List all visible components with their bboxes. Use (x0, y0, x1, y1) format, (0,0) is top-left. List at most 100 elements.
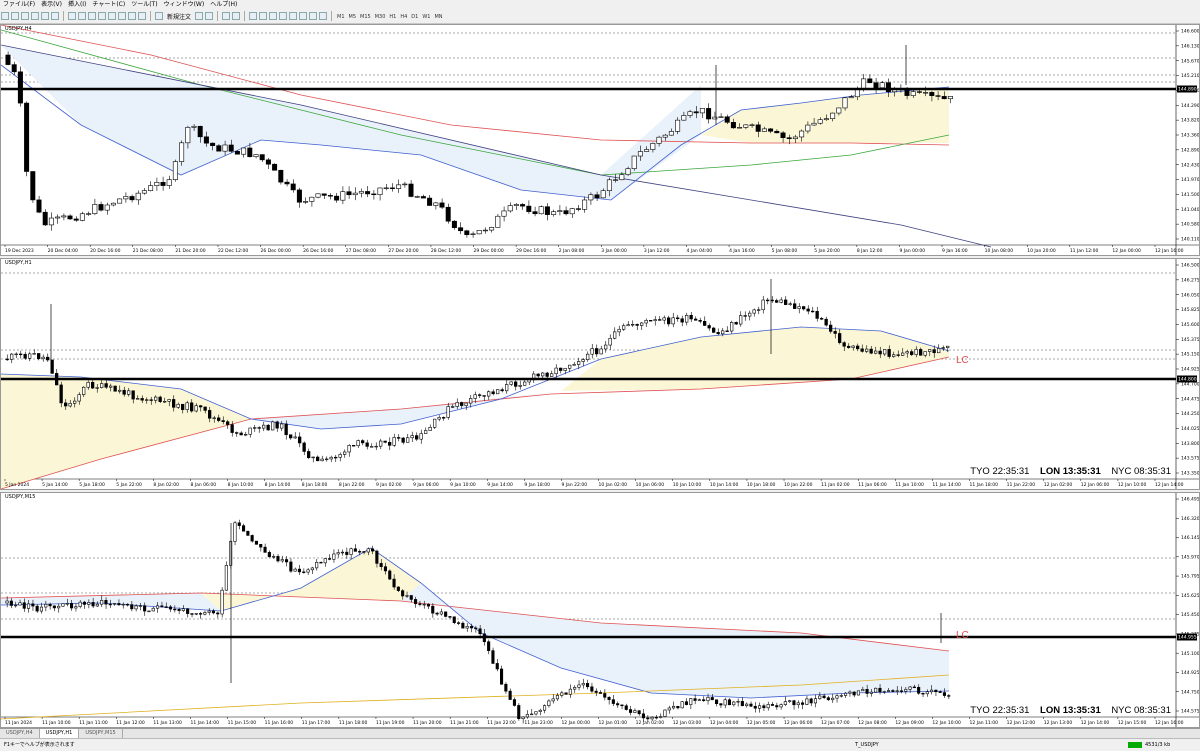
timeframe-m5-button[interactable]: M5 (348, 13, 357, 20)
arrows-icon[interactable] (319, 12, 328, 20)
candle-body (500, 389, 504, 392)
horizontal-line-icon[interactable] (259, 12, 268, 20)
candle-body (383, 187, 389, 189)
zoom-out-icon[interactable] (88, 12, 96, 20)
crosshair-icon[interactable] (68, 12, 76, 20)
candle-body (409, 595, 413, 600)
candle-body (675, 119, 681, 132)
label-icon[interactable] (309, 12, 318, 20)
candle-body (499, 668, 504, 685)
candle-body (396, 437, 401, 439)
timeframe-h4-button[interactable]: H4 (400, 13, 408, 20)
candle-body (736, 701, 740, 703)
candle-body (18, 353, 23, 356)
time-label: 21 Dec 08:00 (133, 248, 163, 254)
candle-body (837, 333, 842, 343)
new-order-button[interactable]: 新規注文 (167, 13, 192, 21)
timeframe-h1-button[interactable]: H1 (389, 13, 397, 20)
candle-body (336, 552, 340, 555)
candle-body (912, 686, 916, 689)
price-label: 145.970 (1181, 554, 1199, 560)
candle-body (833, 331, 837, 334)
options-icon[interactable] (205, 12, 214, 20)
menu-item[interactable]: ファイル(F) (3, 1, 36, 8)
timeframe-d1-button[interactable]: D1 (411, 13, 419, 20)
new-chart-icon[interactable] (1, 12, 9, 20)
terminal-icon[interactable] (51, 12, 59, 20)
chart-shift-icon[interactable] (118, 12, 126, 20)
time-label: 8 Jan 14:00 (265, 482, 291, 488)
candle-body (918, 349, 923, 356)
new-order-icon[interactable] (155, 12, 163, 20)
chart-window-m15[interactable]: 146.495 146.320 146.145 145.970 145.795 145.6… (0, 492, 1200, 728)
menu-item[interactable]: ツール(T) (131, 1, 158, 8)
candle-body (26, 603, 31, 609)
expert-advisors-icon[interactable] (195, 12, 204, 20)
menu-item[interactable]: 挿入(I) (67, 1, 87, 8)
price-label: 144.475 (1181, 396, 1199, 402)
candle-body (302, 442, 306, 452)
tab-usdjpy-h4[interactable]: USDJPY,H4 (0, 729, 40, 738)
candle-body (439, 202, 445, 208)
time-label: 12 Jan 10:00 (932, 720, 961, 726)
clock-newyork: NYC 08:35:31 (1111, 705, 1171, 716)
timeframe-w1-button[interactable]: W1 (422, 13, 431, 20)
trendline-icon[interactable] (269, 12, 278, 20)
chart-window-h4[interactable]: 146.600146.130145.670145.210144.750144.2… (0, 24, 1200, 256)
candle-body (306, 451, 311, 458)
data-window-icon[interactable] (31, 12, 39, 20)
text-icon[interactable] (299, 12, 308, 20)
tile-windows-icon[interactable] (98, 12, 106, 20)
candle-body (508, 690, 512, 700)
equidistant-channel-icon[interactable] (279, 12, 288, 20)
chart-window-h1[interactable]: 146.500 146.275 146.050 145.825 145.600 145.3… (0, 258, 1200, 490)
cursor-icon[interactable] (222, 12, 231, 20)
menu-item[interactable]: チャート(C) (92, 1, 126, 8)
tab-usdjpy-h1[interactable]: USDJPY,H1 (39, 729, 80, 738)
candle-body (375, 550, 379, 564)
autoscroll-icon[interactable] (108, 12, 116, 20)
candle-body (621, 325, 626, 330)
chart-title: USDJPY,M15 (5, 494, 36, 500)
candle-body (513, 381, 518, 387)
price-label: 145.450 (1181, 612, 1199, 618)
crosshair-tool-icon[interactable] (232, 12, 241, 20)
time-label: 11 Jan 12:00 (116, 720, 145, 726)
zoom-in-icon[interactable] (78, 12, 86, 20)
candle-body (822, 695, 826, 698)
indicators-icon[interactable] (128, 12, 136, 20)
vertical-line-icon[interactable] (249, 12, 258, 20)
candle-body (818, 695, 822, 699)
ma-red-line (1, 25, 950, 146)
menu-item[interactable]: 表示(V) (41, 1, 62, 8)
menu-item[interactable]: ヘルプ(H) (210, 1, 238, 8)
candle-body (14, 604, 18, 607)
price-label: 146.145 (1181, 535, 1199, 541)
timeframe-m1-button[interactable]: M1 (337, 13, 345, 20)
market-watch-icon[interactable] (21, 12, 29, 20)
candle-body (585, 353, 590, 360)
current-price-label: 144.800 (1178, 377, 1197, 383)
profiles-icon[interactable] (11, 12, 19, 20)
navigator-icon[interactable] (41, 12, 49, 20)
candle-body (179, 142, 185, 162)
candle-body (203, 136, 209, 144)
candle-body (95, 387, 99, 389)
periods-icon[interactable] (138, 12, 146, 20)
time-label: 9 Jan 14:00 (487, 482, 513, 488)
candle-body (98, 204, 104, 211)
tab-usdjpy-m15[interactable]: USDJPY,M15 (79, 729, 123, 738)
candle-body (401, 590, 405, 597)
timeframe-m15-button[interactable]: M15 (360, 13, 371, 20)
menu-item[interactable]: ウィンドウ(W) (163, 1, 205, 8)
ma-blue-line (1, 64, 950, 201)
candle-body (607, 696, 611, 700)
time-label: 12 Jan 11:00 (970, 720, 999, 726)
timeframe-m30-button[interactable]: M30 (374, 13, 386, 20)
candle-body (36, 353, 41, 360)
timeframe-mn-button[interactable]: MN (434, 13, 443, 20)
candle-body (217, 417, 221, 421)
candle-body (401, 437, 405, 443)
fibonacci-icon[interactable] (289, 12, 298, 20)
candle-body (230, 424, 234, 433)
